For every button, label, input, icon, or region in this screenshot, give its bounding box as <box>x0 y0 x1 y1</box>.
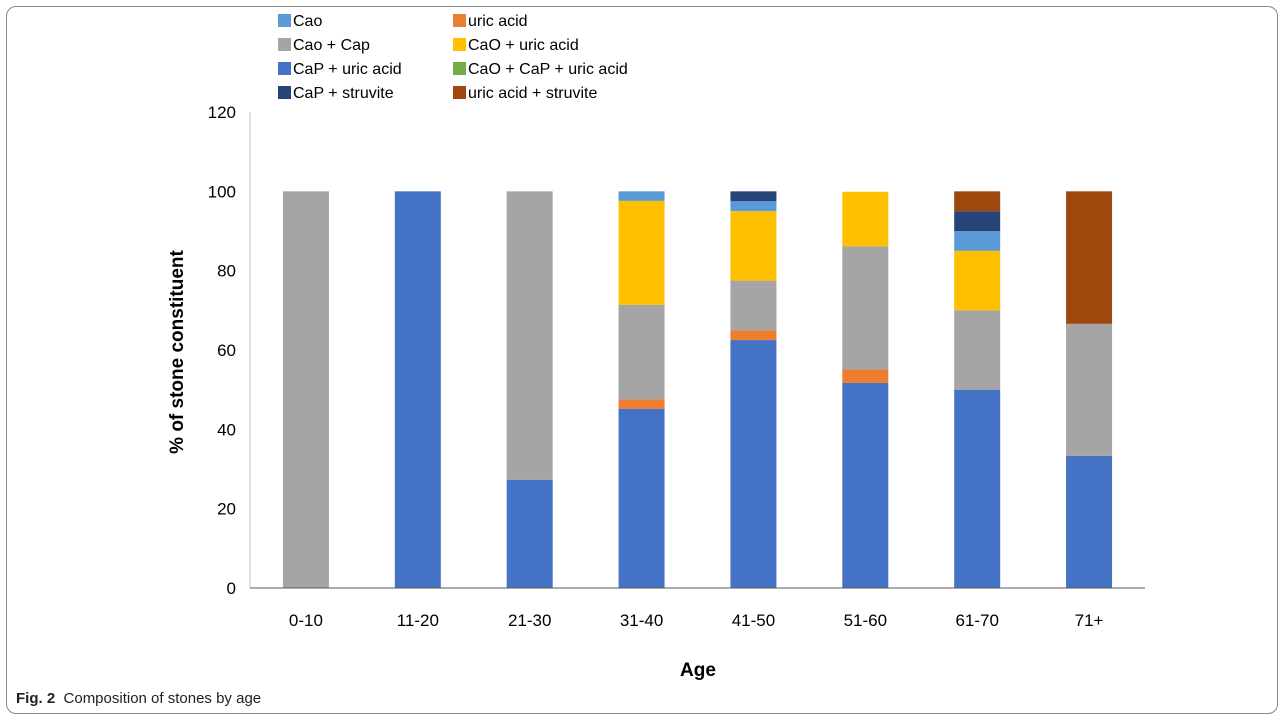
bar-segment <box>954 310 1001 390</box>
legend: Cao uric acid Cao + Cap CaO + uric acid CaP … <box>278 13 628 102</box>
y-tick-label: 100 <box>208 182 236 201</box>
legend-swatch <box>278 86 291 99</box>
bar-segment <box>618 304 665 400</box>
x-tick-label: 0-10 <box>289 611 323 630</box>
bar-segment <box>954 389 1001 588</box>
legend-label: CaO + CaP + uric acid <box>468 61 628 78</box>
bar-segment <box>618 408 665 588</box>
x-tick-label: 21-30 <box>508 611 551 630</box>
bar-segment <box>954 211 1001 231</box>
axes: 0 20 40 60 80 100 120 0-10 11-20 21-30 31-40 41-50 5… <box>208 103 1145 630</box>
legend-entry: CaO + CaP + uric acid <box>453 61 628 78</box>
y-tick-label: 0 <box>227 579 236 598</box>
caption-text: Composition of stones by age <box>63 690 262 707</box>
bar-segment <box>618 200 665 305</box>
bars <box>282 191 1113 589</box>
bar-segment <box>618 191 665 201</box>
bar-segment <box>730 340 777 588</box>
bar-segment <box>954 231 1001 251</box>
y-tick-label: 80 <box>217 262 236 281</box>
y-tick-label: 120 <box>208 103 236 122</box>
legend-label: Cao + Cap <box>293 37 370 54</box>
figure-caption: Fig. 2 Composition of stones by age <box>16 690 261 707</box>
bar-segment <box>506 479 553 588</box>
legend-swatch <box>278 62 291 75</box>
y-tick-label: 40 <box>217 420 236 439</box>
bar-segment <box>282 191 329 589</box>
bar-segment <box>730 201 777 212</box>
bar-segment <box>730 330 777 341</box>
caption-label: Fig. 2 <box>16 690 56 707</box>
legend-entry: Cao <box>278 13 322 30</box>
legend-swatch <box>453 14 466 27</box>
legend-swatch <box>453 86 466 99</box>
legend-entry: uric acid + struvite <box>453 85 597 102</box>
bar-segment <box>1066 191 1113 324</box>
x-tick-label: 71+ <box>1075 611 1104 630</box>
bar-segment <box>842 246 889 370</box>
legend-swatch <box>278 14 291 27</box>
bar-segment <box>842 382 889 588</box>
bar-segment <box>954 191 1001 212</box>
legend-entry: Cao + Cap <box>278 37 370 54</box>
x-tick-label: 11-20 <box>397 611 439 630</box>
x-axis-label: Age <box>680 660 716 681</box>
bar-segment <box>506 191 553 480</box>
bar-segment <box>842 191 889 247</box>
bar-segment <box>1066 455 1113 588</box>
legend-swatch <box>278 38 291 51</box>
bar-segment <box>842 369 889 383</box>
bar-segment <box>618 399 665 409</box>
legend-swatch <box>453 38 466 51</box>
y-axis-label: % of stone constituent <box>167 249 188 453</box>
legend-entry: CaO + uric acid <box>453 37 579 54</box>
x-tick-label: 61-70 <box>955 611 998 630</box>
bar-segment <box>730 211 777 281</box>
bar-segment <box>730 191 777 202</box>
legend-label: Cao <box>293 13 322 30</box>
bar-segment <box>1066 323 1113 456</box>
legend-label: CaP + struvite <box>293 85 394 102</box>
legend-swatch <box>453 62 466 75</box>
bar-segment <box>954 250 1001 311</box>
legend-label: uric acid <box>468 13 528 30</box>
legend-entry: CaP + struvite <box>278 85 394 102</box>
legend-label: CaP + uric acid <box>293 61 402 78</box>
y-tick-label: 20 <box>217 500 236 519</box>
bar-segment <box>394 191 441 589</box>
x-tick-label: 31-40 <box>620 611 663 630</box>
legend-label: CaO + uric acid <box>468 37 579 54</box>
legend-label: uric acid + struvite <box>468 85 597 102</box>
legend-entry: uric acid <box>453 13 528 30</box>
figure-frame <box>6 6 1278 714</box>
bar-segment <box>730 280 777 331</box>
y-tick-label: 60 <box>217 341 236 360</box>
legend-entry: CaP + uric acid <box>278 61 402 78</box>
x-tick-label: 41-50 <box>732 611 775 630</box>
x-tick-label: 51-60 <box>844 611 887 630</box>
